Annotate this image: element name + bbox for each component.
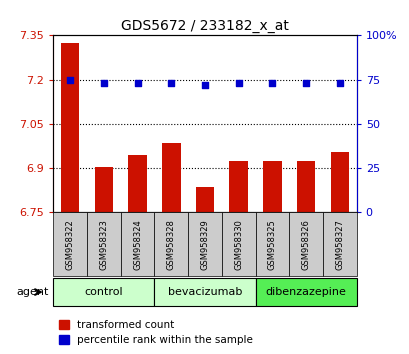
Text: bevacizumab: bevacizumab [167, 287, 242, 297]
Bar [154, 212, 188, 276]
Point [67, 77, 73, 82]
Bar [94, 167, 113, 212]
Bar [162, 143, 180, 212]
Bar [154, 278, 255, 306]
Bar [289, 212, 322, 276]
Bar [255, 278, 356, 306]
Text: GSM958322: GSM958322 [65, 219, 74, 270]
Point [100, 80, 107, 86]
Bar [330, 152, 348, 212]
Bar [263, 161, 281, 212]
Text: GSM958330: GSM958330 [234, 219, 243, 270]
Point [201, 82, 208, 88]
Bar [128, 155, 146, 212]
Bar [53, 278, 154, 306]
Text: agent: agent [17, 287, 49, 297]
Title: GDS5672 / 233182_x_at: GDS5672 / 233182_x_at [121, 19, 288, 33]
Text: control: control [84, 287, 123, 297]
Bar [322, 212, 356, 276]
Text: GSM958327: GSM958327 [335, 219, 344, 270]
Text: GSM958324: GSM958324 [133, 219, 142, 270]
Text: GSM958325: GSM958325 [267, 219, 276, 270]
Point [168, 80, 174, 86]
Point [268, 80, 275, 86]
Bar [221, 212, 255, 276]
Bar [53, 212, 87, 276]
Text: GSM958326: GSM958326 [301, 219, 310, 270]
Bar [195, 187, 214, 212]
Text: dibenzazepine: dibenzazepine [265, 287, 346, 297]
Text: GSM958329: GSM958329 [200, 219, 209, 270]
Point [302, 80, 309, 86]
Text: GSM958323: GSM958323 [99, 219, 108, 270]
Bar [61, 43, 79, 212]
Bar [296, 161, 315, 212]
Bar [188, 212, 221, 276]
Bar [229, 161, 247, 212]
Point [134, 80, 141, 86]
Point [336, 80, 342, 86]
Text: GSM958328: GSM958328 [166, 219, 175, 270]
Point [235, 80, 241, 86]
Legend: transformed count, percentile rank within the sample: transformed count, percentile rank withi… [58, 320, 252, 345]
Bar [120, 212, 154, 276]
Bar [87, 212, 120, 276]
Bar [255, 212, 289, 276]
